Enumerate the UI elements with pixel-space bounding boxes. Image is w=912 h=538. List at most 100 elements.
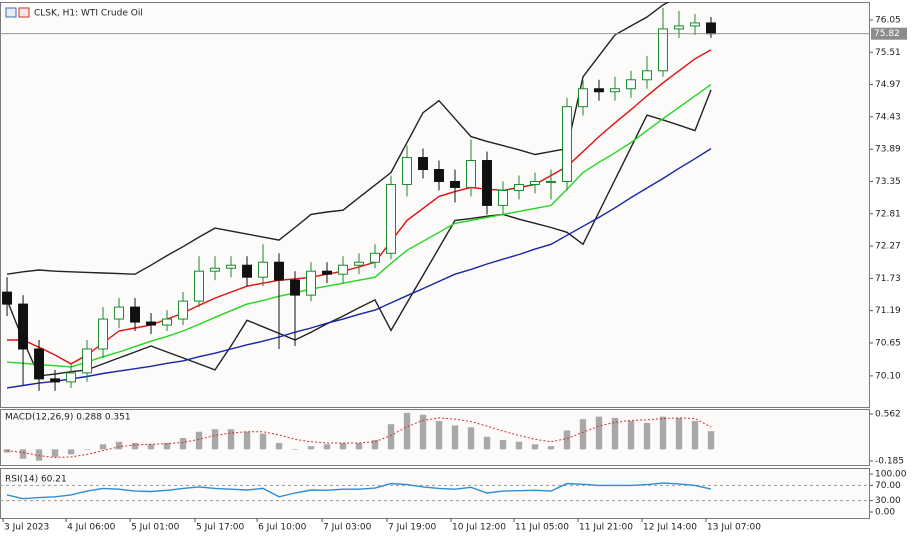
y-tick-label: 70.10	[875, 371, 901, 381]
price-panel	[0, 2, 870, 408]
y-tick-label: 76.05	[875, 15, 901, 25]
icon	[18, 7, 30, 18]
x-tick-label: 5 Jul 01:00	[131, 523, 180, 533]
rsi-plot	[0, 482, 870, 502]
macd-bar	[307, 446, 315, 450]
macd-bar	[259, 433, 267, 450]
macd-bar	[275, 443, 283, 450]
x-tick-label: 13 Jul 07:00	[707, 523, 761, 533]
candle-body	[562, 106, 572, 182]
candle-body	[594, 88, 604, 93]
candle-body	[705, 22, 716, 35]
macd-title: MACD(12,26,9) 0.288 0.351	[5, 413, 131, 423]
price-plot	[0, 2, 870, 391]
macd-bar	[67, 449, 75, 455]
y-tick-label: 73.89	[875, 145, 901, 155]
macd-bar	[19, 449, 27, 459]
candle-body	[546, 180, 556, 183]
candle-body	[450, 180, 460, 188]
macd-bar	[563, 430, 571, 450]
indicator-line	[6, 148, 712, 389]
candle-body	[322, 270, 332, 275]
macd-bar	[691, 421, 699, 450]
y-tick-label: 74.97	[875, 80, 901, 90]
candle-body	[610, 88, 620, 93]
rsi-title: RSI(14) 60.21	[5, 475, 67, 485]
candle-body	[689, 22, 700, 27]
y-tick-label: 74.43	[875, 112, 901, 122]
candle-body	[274, 261, 284, 281]
y-tick-label: 73.35	[875, 177, 901, 187]
macd-bar	[643, 422, 651, 450]
macd-bar	[659, 416, 667, 450]
indicator-line	[6, 482, 712, 500]
y-tick-label: 100.00	[875, 470, 907, 480]
candle-body	[482, 160, 492, 206]
rsi-panel	[0, 468, 870, 519]
icon	[5, 7, 17, 18]
candle-body	[434, 169, 444, 182]
macd-bar	[355, 443, 363, 450]
candle-body	[402, 157, 412, 185]
candle-body	[130, 306, 141, 323]
macd-bar	[547, 446, 555, 450]
current-price-box	[871, 27, 907, 40]
candle-body	[114, 306, 125, 320]
candle-body	[98, 318, 109, 350]
macd-bar	[227, 429, 235, 450]
candle-body	[34, 348, 45, 380]
macd-bar	[387, 424, 395, 450]
y-tick-label: 72.27	[875, 242, 901, 252]
candle-body	[338, 264, 348, 275]
candle-body	[626, 79, 636, 90]
macd-bar	[147, 444, 155, 450]
macd-bar	[451, 425, 459, 450]
y-tick-label: 0.00	[875, 507, 895, 517]
candle-body	[673, 25, 684, 30]
macd-bar	[515, 441, 523, 450]
candle-body	[530, 180, 540, 185]
candle-body	[178, 300, 189, 320]
macd-bar	[579, 419, 587, 450]
candle-body	[386, 183, 396, 254]
macd-bar	[499, 439, 507, 450]
candle-body	[162, 318, 173, 326]
x-tick-label: 4 Jul 06:00	[67, 523, 116, 533]
x-tick-label: 11 Jul 21:00	[579, 523, 633, 533]
candle-body	[18, 303, 29, 350]
macd-bar	[99, 444, 107, 450]
y-tick-label: 72.81	[875, 209, 901, 219]
y-tick-label: 0.562	[875, 409, 901, 419]
current-price-label: 75.82	[874, 29, 900, 39]
y-tick-label: 70.65	[875, 338, 901, 348]
x-tick-label: 11 Jul 05:00	[515, 523, 569, 533]
macd-bar	[163, 443, 171, 450]
x-tick-label: 5 Jul 17:00	[196, 523, 245, 533]
candle-body	[466, 160, 476, 188]
x-tick-label: 10 Jul 12:00	[452, 523, 506, 533]
indicator-line	[6, 417, 712, 459]
macd-bar	[627, 421, 635, 450]
candle-body	[82, 348, 93, 374]
candle-body	[642, 70, 652, 81]
macd-bar	[371, 439, 379, 450]
x-tick-label: 7 Jul 19:00	[388, 523, 437, 533]
candle-body	[50, 378, 61, 383]
candle-body	[370, 252, 380, 263]
macd-bar	[35, 449, 43, 461]
macd-bar	[195, 431, 203, 450]
macd-bar	[675, 417, 683, 450]
y-tick-label: 75.51	[875, 48, 901, 58]
candle-body	[498, 189, 508, 206]
y-tick-label: -0.185	[875, 456, 904, 466]
macd-bar	[595, 416, 603, 450]
candle-body	[514, 183, 524, 191]
macd-bar	[179, 438, 187, 450]
chart-title: CLSK, H1: WTI Crude Oil	[34, 9, 143, 19]
macd-plot	[3, 412, 715, 461]
candle-body	[290, 279, 300, 296]
macd-bar	[323, 444, 331, 450]
candle-body	[66, 372, 77, 383]
candle-body	[2, 291, 13, 305]
candle-body	[258, 261, 268, 278]
